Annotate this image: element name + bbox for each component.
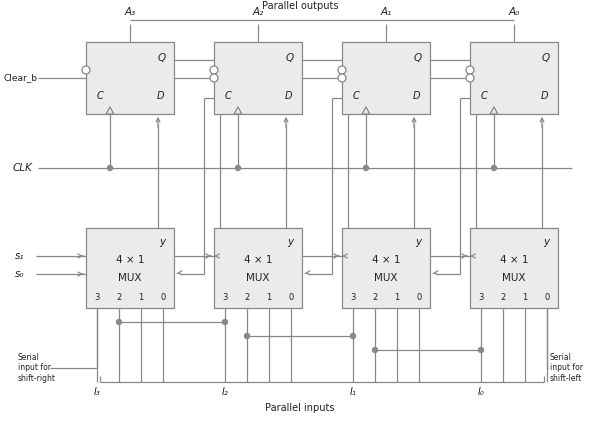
Circle shape — [338, 74, 346, 82]
Text: s₁: s₁ — [15, 251, 25, 261]
Circle shape — [244, 334, 249, 339]
Text: 0: 0 — [160, 293, 166, 302]
Text: A₂: A₂ — [252, 7, 264, 17]
Text: 0: 0 — [288, 293, 294, 302]
Text: C: C — [97, 91, 104, 101]
Circle shape — [479, 347, 483, 353]
Circle shape — [108, 165, 113, 171]
Text: Clear_b: Clear_b — [3, 73, 37, 83]
Text: 4 × 1: 4 × 1 — [244, 255, 272, 265]
Text: A₁: A₁ — [380, 7, 392, 17]
Text: MUX: MUX — [246, 273, 270, 283]
Text: Serial
input for
shift-right: Serial input for shift-right — [18, 353, 56, 383]
Circle shape — [491, 165, 497, 171]
Text: I₃: I₃ — [94, 387, 101, 397]
Text: 2: 2 — [373, 293, 377, 302]
Circle shape — [466, 66, 474, 74]
Text: 3: 3 — [479, 293, 483, 302]
Text: A₃: A₃ — [125, 7, 135, 17]
Circle shape — [82, 66, 90, 74]
Bar — [470, 228, 558, 308]
Bar — [342, 228, 430, 308]
Bar — [214, 42, 302, 114]
Text: y: y — [415, 237, 421, 247]
Bar — [86, 228, 174, 308]
Text: C: C — [480, 91, 488, 101]
Text: 0: 0 — [544, 293, 550, 302]
Text: 1: 1 — [394, 293, 400, 302]
Bar — [342, 42, 430, 114]
Circle shape — [235, 165, 241, 171]
Text: C: C — [353, 91, 359, 101]
Text: 2: 2 — [500, 293, 506, 302]
Circle shape — [338, 66, 346, 74]
Text: I₀: I₀ — [477, 387, 485, 397]
Text: I₂: I₂ — [222, 387, 228, 397]
Text: y: y — [543, 237, 549, 247]
Circle shape — [350, 334, 356, 339]
Text: 4 × 1: 4 × 1 — [116, 255, 144, 265]
Text: I₁: I₁ — [350, 387, 356, 397]
Circle shape — [373, 347, 377, 353]
Circle shape — [210, 66, 218, 74]
Text: Q: Q — [542, 53, 550, 63]
Circle shape — [223, 320, 228, 324]
Text: Serial
input for
shift-left: Serial input for shift-left — [550, 353, 583, 383]
Text: A₀: A₀ — [508, 7, 520, 17]
Text: y: y — [287, 237, 293, 247]
Text: Q: Q — [414, 53, 422, 63]
Circle shape — [210, 74, 218, 82]
Text: D: D — [412, 91, 420, 101]
Text: Parallel outputs: Parallel outputs — [262, 1, 338, 11]
Text: Parallel inputs: Parallel inputs — [265, 403, 335, 413]
Text: MUX: MUX — [374, 273, 398, 283]
Text: CLK: CLK — [12, 163, 32, 173]
Bar — [214, 228, 302, 308]
Text: D: D — [157, 91, 164, 101]
Text: MUX: MUX — [502, 273, 526, 283]
Text: 3: 3 — [350, 293, 356, 302]
Text: s₀: s₀ — [15, 269, 25, 279]
Text: Q: Q — [158, 53, 166, 63]
Text: 3: 3 — [95, 293, 100, 302]
Text: 4 × 1: 4 × 1 — [372, 255, 400, 265]
Text: D: D — [540, 91, 548, 101]
Circle shape — [364, 165, 368, 171]
Text: 2: 2 — [116, 293, 122, 302]
Text: 0: 0 — [417, 293, 421, 302]
Text: 1: 1 — [138, 293, 144, 302]
Text: 3: 3 — [222, 293, 228, 302]
Bar — [470, 42, 558, 114]
Text: y: y — [159, 237, 165, 247]
Text: 4 × 1: 4 × 1 — [500, 255, 528, 265]
Circle shape — [117, 320, 122, 324]
Text: C: C — [225, 91, 231, 101]
Bar — [86, 42, 174, 114]
Text: D: D — [284, 91, 292, 101]
Text: 1: 1 — [523, 293, 527, 302]
Text: 2: 2 — [244, 293, 250, 302]
Circle shape — [466, 74, 474, 82]
Text: MUX: MUX — [118, 273, 141, 283]
Text: Q: Q — [286, 53, 294, 63]
Text: 1: 1 — [266, 293, 272, 302]
